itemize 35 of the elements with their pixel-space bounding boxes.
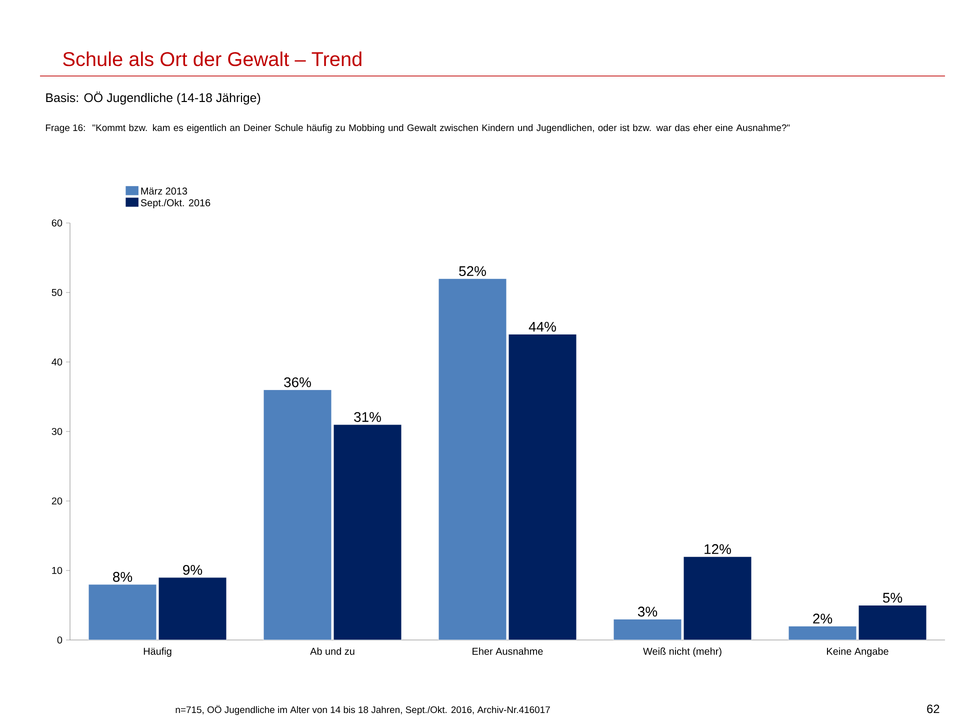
y-tick-label: 50 [52,288,62,296]
x-tick-label: Keine Angabe [827,648,888,657]
text: Frage 16: [46,124,85,133]
chart-subtitle: Basis: OÖ Jugendliche (14-18 Jährige) [46,92,260,105]
bar [508,334,577,640]
bar [858,604,927,640]
x-tick-label: Eher Ausnahme [472,648,543,655]
y-tick-label: 20 [52,497,62,505]
data-label: 9% [183,564,202,575]
data-label: 31% [354,412,381,422]
legend-label: Sept./Okt. 2016 [140,198,210,208]
data-label: 12% [704,544,731,554]
text: "Kommt bzw. kam es eigentlich an Deiner Schule häufig zu Mobbing und Gewalt zwischen Kindern und Jugendlichen, oder ist bzw. war das eher eine Ausnahme?" [92,124,790,133]
bar [333,424,402,640]
data-label: 52% [459,266,486,276]
y-tick-label: 30 [52,428,62,436]
chart-title: Schule als Ort der Gewalt – Trend [63,52,362,66]
data-label: 2% [813,614,832,624]
y-tick-label: 40 [52,358,62,366]
x-tick-label: Ab und zu [310,648,354,655]
data-label: 5% [882,592,902,603]
bar [158,577,227,640]
text: 62 [927,704,940,714]
y-tick-label: 0 [57,636,62,644]
x-tick-label: Häufig [144,648,172,657]
text: n=715, OÖ Jugendliche im Alter von 14 bis 18 Jahren, Sept./Okt. 2016, Archiv-Nr.416017 [176,705,550,715]
data-label: 8% [113,572,132,582]
y-tick-label: 10 [52,566,62,574]
data-label: 3% [638,606,658,617]
data-label: 44% [528,322,556,332]
y-tick-label: 60 [52,219,62,227]
x-tick-label: Weiß nicht (mehr) [643,648,722,657]
data-label: 36% [284,377,311,388]
legend-label: März 2013 [141,188,188,195]
bar [683,556,752,640]
